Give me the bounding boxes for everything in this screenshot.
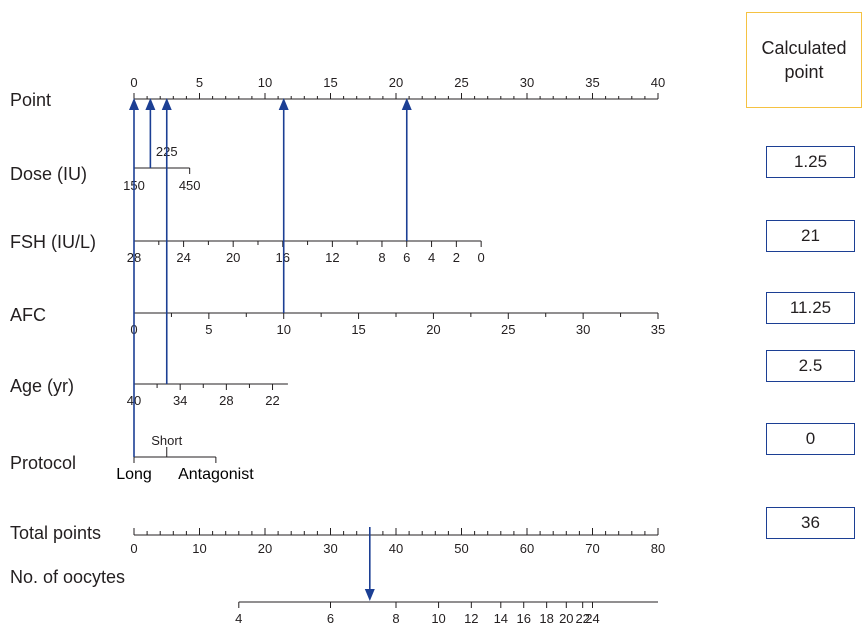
- total-points-tick-label: 70: [585, 541, 599, 556]
- oocytes-tick-label: 8: [392, 611, 399, 626]
- guide-protocol-arrowhead: [129, 98, 139, 110]
- fsh-axis-tick-label: 12: [325, 250, 339, 265]
- oocytes-tick-label: 4: [235, 611, 242, 626]
- fsh-axis: 28 24 20 16 12 8 6 4 2 0: [127, 240, 485, 265]
- point-axis: 0 5 10 15 20 25 30 35 40: [130, 75, 665, 100]
- fsh-axis-tick-label: 8: [378, 250, 385, 265]
- age-axis-tick-label: 34: [173, 393, 187, 408]
- total-points-tick-label: 20: [258, 541, 272, 556]
- total-points-tick-label: 40: [389, 541, 403, 556]
- fsh-axis-tick-label: 24: [176, 250, 190, 265]
- point-axis-tick-label: 25: [454, 75, 468, 90]
- oocytes-tick-label: 6: [327, 611, 334, 626]
- fsh-axis-tick-label: 4: [428, 250, 435, 265]
- protocol-level-label: Short: [151, 433, 182, 448]
- point-axis-tick-label: 10: [258, 75, 272, 90]
- calculated-value-protocol: 0: [766, 423, 855, 455]
- oocytes-tick-label: 18: [539, 611, 553, 626]
- fsh-axis-tick-label: 20: [226, 250, 240, 265]
- point-axis-tick-label: 35: [585, 75, 599, 90]
- age-axis: 40 34 28 22: [127, 383, 288, 408]
- fsh-axis-tick-label: 6: [403, 250, 410, 265]
- total-points-tick-label: 30: [323, 541, 337, 556]
- protocol-level-label: Antagonist: [178, 466, 254, 483]
- total-points-tick-label: 60: [520, 541, 534, 556]
- point-axis-tick-label: 15: [323, 75, 337, 90]
- row-label-4: Age (yr): [10, 376, 74, 396]
- oocytes-tick-label: 22: [575, 611, 589, 626]
- oocytes-tick-label: 12: [464, 611, 478, 626]
- protocol-axis: Long Short Antagonist: [116, 433, 254, 483]
- guide-total-arrowhead: [364, 589, 375, 601]
- guide-arrows: [129, 98, 412, 601]
- guide-fsh-arrowhead: [401, 98, 412, 110]
- fsh-axis-tick-label: 16: [276, 250, 290, 265]
- oocytes-tick-label: 20: [559, 611, 573, 626]
- age-axis-tick-label: 28: [219, 393, 233, 408]
- row-label-7: No. of oocytes: [10, 567, 125, 587]
- afc-axis-tick-label: 5: [205, 322, 212, 337]
- guide-dose-arrowhead: [145, 98, 156, 110]
- afc-axis-tick-label: 30: [576, 322, 590, 337]
- fsh-axis-tick-label: 2: [453, 250, 460, 265]
- oocytes-tick-label: 14: [494, 611, 508, 626]
- dose-level-label: 450: [179, 178, 201, 193]
- row-label-3: AFC: [10, 305, 46, 325]
- total-points-axis: 0 10 20 30 40 50 60 70 80: [130, 528, 665, 556]
- afc-axis-tick-label: 35: [651, 322, 665, 337]
- afc-axis-tick-label: 15: [351, 322, 365, 337]
- afc-axis-tick-label: 10: [276, 322, 290, 337]
- fsh-axis-tick-label: 0: [478, 250, 485, 265]
- point-axis-tick-label: 30: [520, 75, 534, 90]
- guide-afc-arrowhead: [278, 98, 289, 110]
- afc-axis-tick-label: 25: [501, 322, 515, 337]
- total-points-tick-label: 50: [454, 541, 468, 556]
- oocytes-tick-label: 24: [585, 611, 599, 626]
- row-labels: Point Dose (IU) FSH (IU/L) AFC Age (yr) Proto…: [10, 90, 125, 587]
- age-axis-tick-label: 22: [265, 393, 279, 408]
- point-axis-tick-label: 0: [130, 75, 137, 90]
- row-label-6: Total points: [10, 523, 101, 543]
- calculated-value-age: 2.5: [766, 350, 855, 382]
- oocytes-tick-label: 10: [431, 611, 445, 626]
- total-points-tick-label: 0: [130, 541, 137, 556]
- row-label-2: FSH (IU/L): [10, 232, 96, 252]
- protocol-level-label: Long: [116, 466, 152, 483]
- total-points-tick-label: 10: [192, 541, 206, 556]
- guide-age-arrowhead: [161, 98, 172, 110]
- point-axis-tick-label: 40: [651, 75, 665, 90]
- calculated-value-fsh: 21: [766, 220, 855, 252]
- oocytes-tick-label: 16: [516, 611, 530, 626]
- row-label-0: Point: [10, 90, 51, 110]
- point-axis-tick-label: 20: [389, 75, 403, 90]
- calculated-value-dose: 1.25: [766, 146, 855, 178]
- calculated-value-total: 36: [766, 507, 855, 539]
- total-points-tick-label: 80: [651, 541, 665, 556]
- afc-axis-tick-label: 20: [426, 322, 440, 337]
- calculated-value-afc: 11.25: [766, 292, 855, 324]
- row-label-1: Dose (IU): [10, 164, 87, 184]
- row-label-5: Protocol: [10, 453, 76, 473]
- afc-axis: 0 5 10 15 20 25 30 35: [130, 312, 665, 337]
- point-axis-tick-label: 5: [196, 75, 203, 90]
- calculated-point-header: Calculated point: [746, 12, 862, 108]
